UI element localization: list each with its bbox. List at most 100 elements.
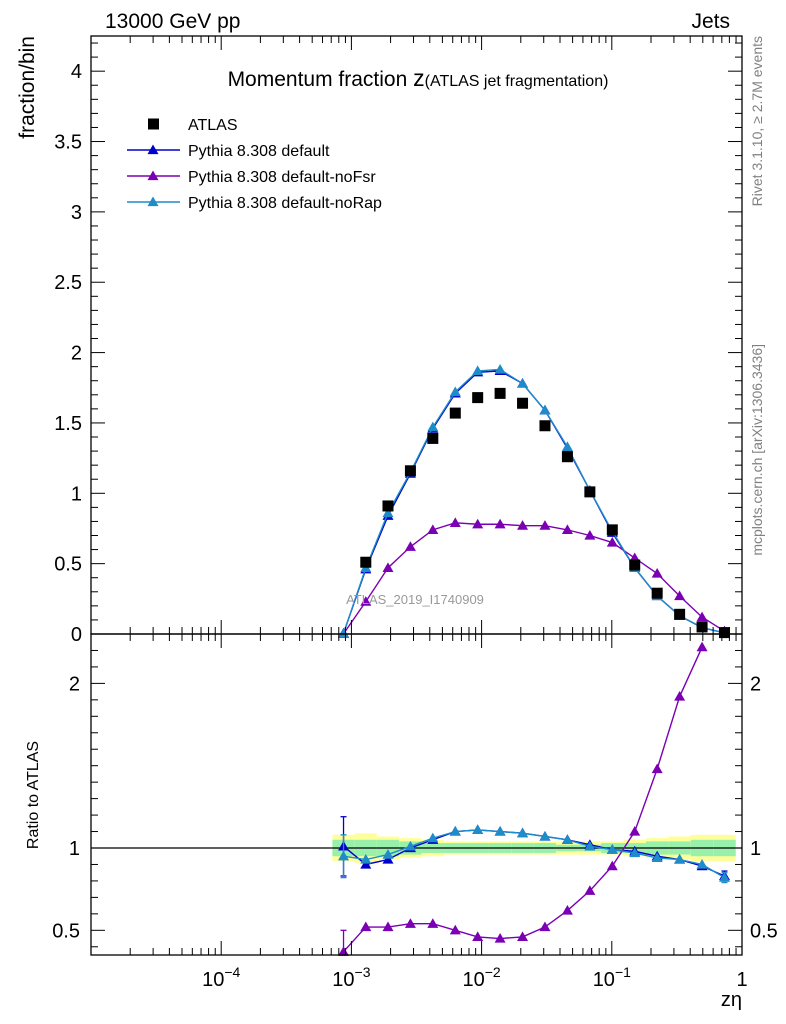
ratio-plot-frame: [90, 633, 743, 956]
ratio-marker: [382, 921, 394, 932]
legend-marker-triangle: [147, 196, 159, 207]
x-tick-label-exponent: −3: [355, 964, 371, 980]
main-marker: [561, 524, 573, 535]
main-marker: [584, 530, 596, 540]
y-tick-label: 0.5: [54, 554, 82, 576]
ratio-marker: [629, 826, 641, 836]
plot-frames: [90, 35, 743, 956]
ratio-marker: [539, 921, 551, 932]
main-marker: [517, 520, 529, 530]
atlas-data-point: [539, 420, 551, 432]
legend-label: Pythia 8.308 default-noRap: [188, 195, 382, 212]
main-marker: [449, 517, 461, 527]
ratio-marker: [360, 858, 372, 869]
x-tick-label: 10−3: [332, 964, 370, 991]
header-left-label: 13000 GeV pp: [105, 10, 240, 33]
ratio-y-tick-label: 1: [69, 838, 80, 860]
y-tick-label: 4: [71, 61, 82, 83]
legend-label: Pythia 8.308 default: [188, 143, 330, 160]
mcplots-label: mcplots.cern.ch [arXiv:1306.3436]: [749, 344, 765, 556]
ratio-marker: [651, 852, 663, 863]
ratio-y-tick-label-right: 0.5: [750, 920, 778, 942]
atlas-data-point: [696, 621, 708, 633]
ratio-y-tick-label-right: 2: [750, 673, 761, 695]
rivet-version-label: Rivet 3.1.10, ≥ 2.7M events: [749, 36, 765, 206]
main-marker: [494, 363, 506, 374]
ratio-marker: [651, 763, 663, 774]
legend: ATLAS Pythia 8.308 default Pythia 8.308 de…: [127, 117, 382, 212]
ratio-marker: [404, 918, 416, 928]
ratio-marker: [517, 931, 529, 942]
main-marker: [539, 404, 551, 415]
main-marker: [427, 421, 439, 432]
main-marker: [651, 567, 663, 578]
main-marker: [338, 627, 350, 638]
ratio-line-series-1: [343, 646, 703, 953]
ratio-marker: [674, 691, 686, 701]
x-tick-label: 10−1: [593, 964, 631, 991]
chart-title-z: z: [413, 65, 425, 91]
ratio-marker: [449, 924, 461, 935]
ratio-marker: [696, 641, 708, 652]
main-marker: [472, 365, 484, 376]
main-marker: [517, 378, 529, 388]
atlas-data-point: [629, 559, 641, 571]
y-tick-label: 2.5: [54, 272, 82, 294]
ratio-marker: [494, 826, 506, 836]
x-tick-label-base: 10: [462, 969, 484, 991]
ratio-marker: [539, 830, 551, 841]
ratio-marker: [561, 834, 573, 844]
x-tick-label-exponent: −4: [224, 964, 240, 980]
main-marker: [382, 507, 394, 518]
ratio-y-tick-label-right: 1: [750, 838, 761, 860]
x-tick-label: 1: [736, 969, 747, 991]
ratio-marker: [517, 827, 529, 838]
chart-title: Momentum fraction z(ATLAS jet fragmentat…: [228, 65, 609, 91]
legend-marker-square: [148, 118, 159, 130]
atlas-data-point: [651, 587, 663, 599]
main-marker: [561, 441, 573, 451]
ratio-series-marks: [338, 641, 731, 956]
ratio-y-axis-label: Ratio to ATLAS: [25, 741, 42, 849]
x-tick-label-exponent: −1: [615, 964, 631, 980]
main-marker: [427, 524, 439, 535]
ratio-marker: [494, 933, 506, 943]
chart-title-sub: (ATLAS jet fragmentation): [425, 73, 609, 90]
ratio-marker: [629, 847, 641, 858]
x-tick-label: 10−4: [202, 964, 240, 991]
y-tick-label: 3.5: [54, 132, 82, 154]
main-series-marks: [338, 363, 731, 639]
y-tick-label: 1: [71, 483, 82, 505]
y-axis-label: fraction/bin: [16, 36, 39, 139]
legend-marker-triangle: [147, 170, 159, 181]
ratio-marker: [696, 858, 708, 869]
main-marker: [696, 611, 708, 622]
ratio-y-tick-label: 0.5: [52, 920, 80, 942]
ratio-marker: [382, 854, 394, 864]
ratio-y-tick-label: 2: [69, 673, 80, 695]
ratio-marker: [584, 885, 596, 895]
legend-label: Pythia 8.308 default-noFsr: [188, 169, 376, 186]
x-tick-label-base: 10: [202, 969, 224, 991]
ratio-marker: [449, 826, 461, 836]
main-marker: [449, 386, 461, 397]
atlas-data-point: [719, 627, 731, 639]
y-tick-label: 2: [71, 343, 82, 365]
atlas-data-point: [561, 451, 573, 463]
x-tick-label-base: 10: [593, 969, 615, 991]
ratio-marker: [338, 946, 350, 956]
atlas-data-point: [584, 486, 596, 498]
main-marker: [382, 562, 394, 572]
atlas-data-point: [472, 392, 484, 404]
atlas-data-point: [360, 556, 372, 568]
ratio-marker: [584, 840, 596, 851]
ratio-marker: [338, 850, 350, 861]
ratio-marker: [561, 905, 573, 915]
ratio-marker: [674, 854, 686, 864]
ratio-uncertainty-bands: [91, 833, 742, 863]
ratio-marker: [472, 931, 484, 942]
atlas-data-point: [404, 465, 416, 477]
atlas-data-point: [517, 397, 529, 409]
ratio-marker: [606, 860, 618, 871]
